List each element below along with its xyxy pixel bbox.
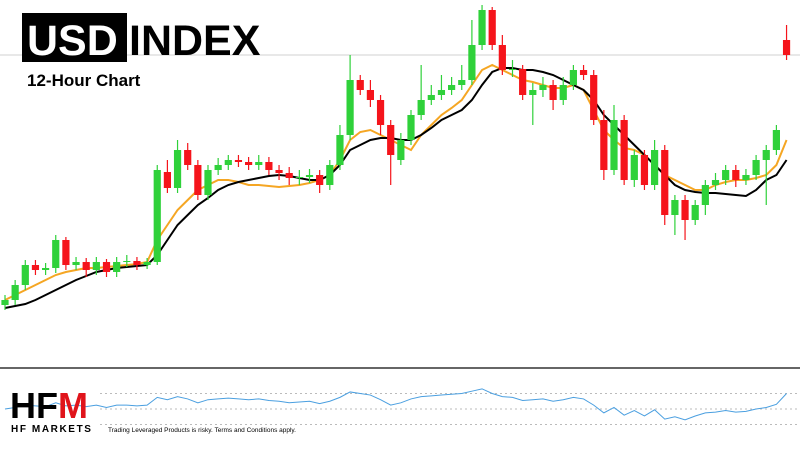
candle-body: [458, 80, 466, 85]
candle-body: [31, 265, 40, 270]
candle-body: [356, 80, 364, 90]
candle-body: [549, 85, 557, 100]
candle-body: [153, 170, 161, 262]
candle-body: [72, 262, 80, 265]
candle-body: [610, 120, 618, 170]
candle-body: [21, 265, 29, 285]
candle-body: [427, 95, 435, 100]
logo-part: M: [58, 385, 88, 426]
candle-body: [722, 170, 730, 180]
candle-body: [417, 100, 425, 115]
candle-body: [651, 150, 659, 185]
candle-body: [579, 70, 588, 75]
candle-body: [448, 85, 456, 90]
candle-body: [488, 10, 496, 45]
candle-body: [255, 162, 263, 165]
candle-body: [519, 69, 527, 95]
candle-body: [52, 240, 60, 268]
candle-body: [681, 200, 689, 220]
candle-body: [42, 268, 50, 270]
candle-body: [620, 120, 628, 180]
candle-body: [407, 115, 415, 140]
title: INDEX: [129, 17, 261, 65]
candle-body: [113, 262, 121, 272]
candle-body: [346, 80, 354, 135]
candle-body: [245, 162, 253, 165]
candle-body: [732, 170, 740, 180]
candle-body: [437, 90, 446, 95]
candle-body: [285, 173, 293, 178]
logo-part: HF: [10, 385, 58, 426]
candle-body: [691, 205, 699, 220]
candle-body: [387, 125, 395, 155]
candle-body: [265, 162, 273, 170]
candle-body: [62, 240, 70, 265]
candle-body: [569, 70, 577, 85]
brand: HF MARKETS: [11, 424, 93, 435]
candle-body: [336, 135, 344, 165]
candle-body: [295, 177, 303, 178]
candle-body: [701, 185, 709, 205]
candle-body: [640, 155, 649, 185]
candle-body: [326, 165, 334, 185]
badge-box: [22, 13, 127, 62]
candle-body: [742, 175, 750, 180]
candle-body: [782, 40, 791, 55]
candle-body: [194, 165, 202, 195]
candle-body: [478, 10, 486, 45]
candle-body: [92, 262, 100, 270]
candle-body: [143, 262, 151, 265]
candle-body: [508, 69, 517, 70]
candle-body: [173, 150, 182, 188]
logo: HFM: [10, 385, 88, 426]
candle-body: [234, 160, 243, 162]
candle-body: [133, 261, 141, 265]
candle-body: [224, 160, 232, 165]
price-pane: [1, 5, 791, 310]
indicator-pane: [4, 388, 800, 425]
candle-body: [498, 45, 506, 70]
candle-body: [316, 175, 324, 185]
candle-body: [600, 120, 608, 170]
candle-body: [1, 300, 9, 305]
candle-body: [671, 200, 679, 215]
candle-body: [11, 285, 19, 300]
candle-body: [762, 150, 770, 160]
disclaimer: Trading Leveraged Products is risky. Ter…: [108, 427, 296, 434]
candle-body: [529, 90, 537, 95]
candle-body: [82, 262, 90, 270]
candle-body: [102, 262, 111, 272]
candle-body: [772, 130, 780, 150]
candle-body: [214, 165, 222, 170]
badge: USD: [27, 17, 118, 65]
candle-body: [752, 160, 760, 175]
candle-body: [559, 85, 567, 100]
candle-body: [275, 170, 283, 173]
candle-body: [204, 170, 212, 195]
candle-body: [590, 75, 598, 120]
candle-body: [184, 150, 192, 165]
candle-body: [397, 140, 405, 160]
candle-body: [630, 155, 638, 180]
candle-body: [661, 150, 669, 215]
candle-body: [376, 100, 385, 125]
candle-body: [468, 45, 476, 80]
candle-body: [305, 175, 314, 177]
indicator-line: [4, 388, 787, 421]
candle-body: [123, 261, 131, 262]
candle-body: [711, 180, 720, 185]
candle-body: [539, 85, 547, 90]
candle-body: [163, 172, 171, 188]
subtitle: 12-Hour Chart: [27, 71, 141, 90]
candle-body: [366, 90, 374, 100]
